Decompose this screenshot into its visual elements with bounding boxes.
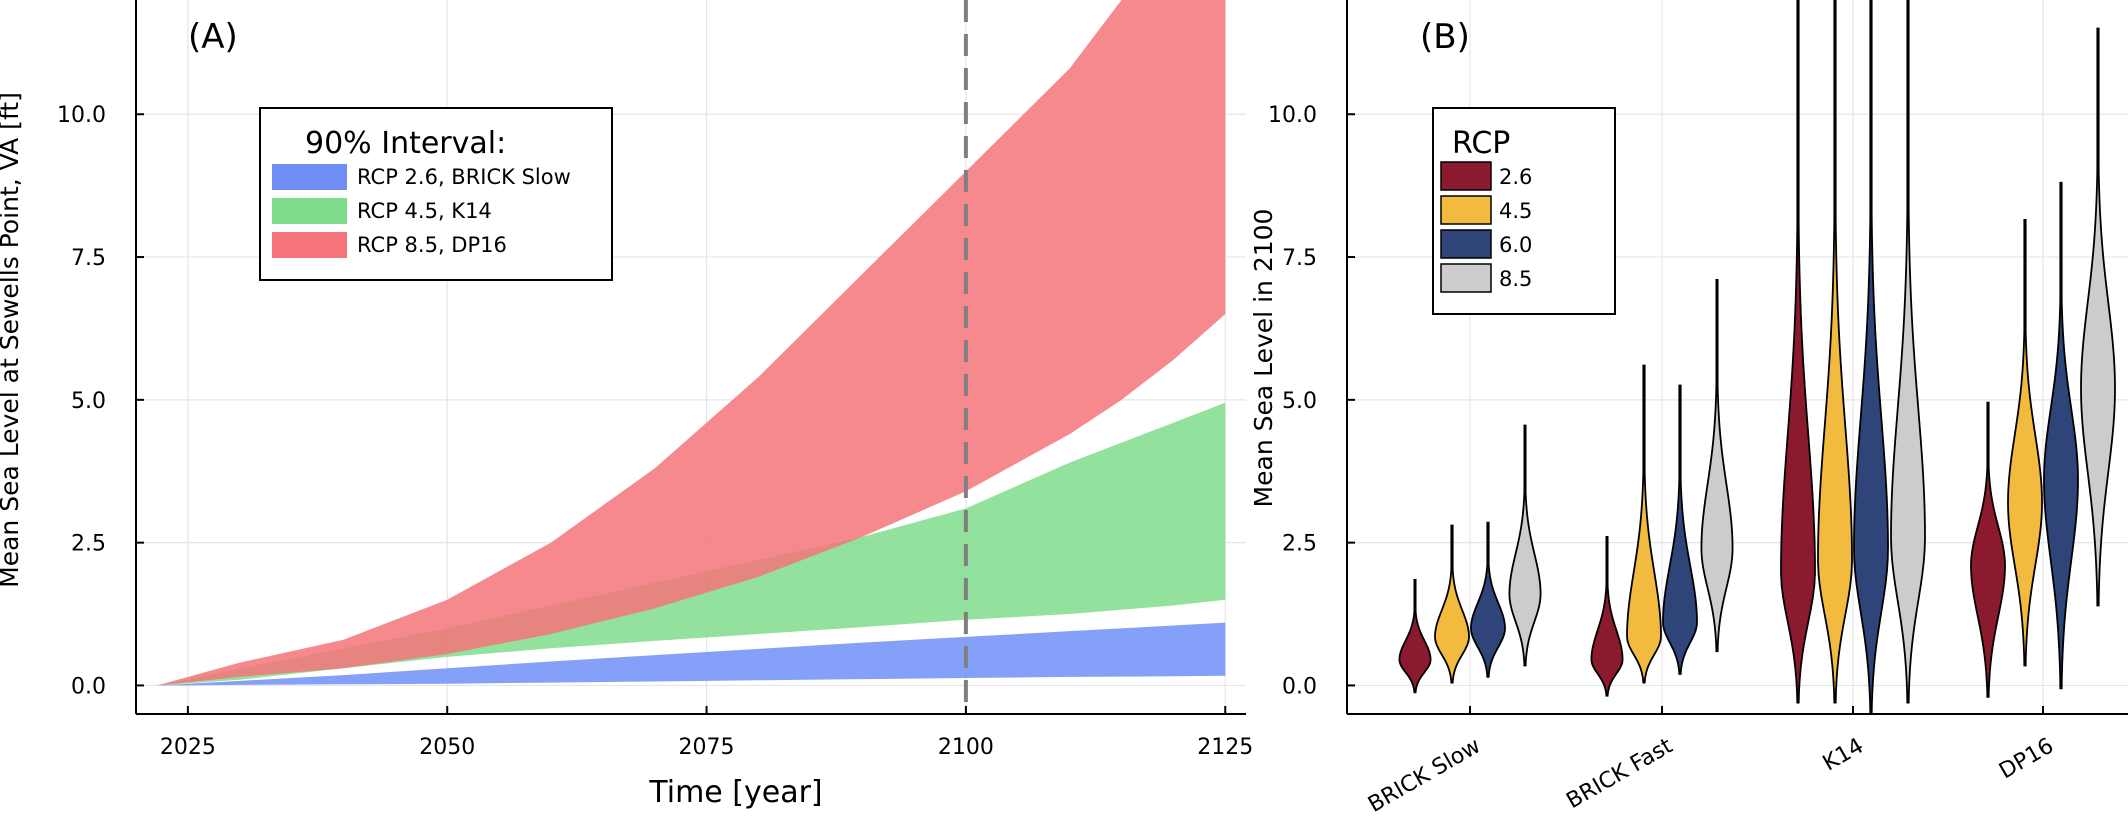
panel-b-y-tick-label: 7.5 bbox=[1282, 246, 1317, 271]
panel-b-legend-swatch bbox=[1440, 263, 1492, 293]
panel-b-legend-label: 6.0 bbox=[1499, 233, 1532, 257]
panel-b-legend-label: 8.5 bbox=[1499, 267, 1532, 291]
panel-b-y-tick-label: 5.0 bbox=[1282, 389, 1317, 414]
panel-b-x-tick-label: DP16 bbox=[1995, 734, 2058, 785]
panel-a-label: (A) bbox=[188, 17, 238, 57]
panel-a-y-tick-label: 7.5 bbox=[71, 246, 106, 271]
panel-a-x-label: Time [year] bbox=[648, 775, 822, 810]
panel-a-legend-label: RCP 8.5, DP16 bbox=[357, 233, 507, 257]
panel-a-band-1 bbox=[156, 622, 1226, 686]
panel-b-legend-swatch bbox=[1440, 229, 1492, 259]
panel-a-y-tick-label: 5.0 bbox=[71, 389, 106, 414]
panel-a-band-2 bbox=[156, 402, 1226, 686]
violin-brick-slow-rcp-8.5 bbox=[1508, 424, 1542, 667]
panel-b-legend-label: 4.5 bbox=[1499, 199, 1532, 223]
violin-brick-fast-rcp-8.5 bbox=[1700, 278, 1734, 653]
panel-a-y-tick-label: 0.0 bbox=[71, 674, 106, 699]
panel-a-y-tick-label: 10.0 bbox=[57, 103, 106, 128]
panel-a-legend-swatch bbox=[272, 198, 347, 224]
panel-b: BRICK Slow BRICK Fast K14 DP16 0.0 2.5 5.0 7.5 1… bbox=[1249, 0, 2128, 818]
panel-a-x-tick-label: 2075 bbox=[679, 735, 735, 760]
panel-b-x-tick-label: BRICK Slow bbox=[1364, 734, 1485, 818]
panel-a-ticks: 2025 2050 2075 2100 2125 0.0 2.5 5.0 7.5 10.0 bbox=[57, 103, 1253, 760]
panel-a-x-tick-label: 2050 bbox=[419, 735, 475, 760]
panel-a-x-tick-label: 2125 bbox=[1197, 735, 1253, 760]
panel-b-y-label: Mean Sea Level in 2100 bbox=[1249, 209, 1278, 508]
violin-brick-slow-rcp-2.6 bbox=[1398, 578, 1432, 694]
panel-a-bands bbox=[156, 0, 1226, 686]
panel-b-legend-label: 2.6 bbox=[1499, 165, 1532, 189]
panel-b-legend: RCP 2.6 4.5 6.0 8.5 bbox=[1432, 107, 1616, 315]
violin-brick-fast-rcp-2.6 bbox=[1590, 536, 1624, 697]
panel-b-x-tick-label: BRICK Fast bbox=[1562, 733, 1677, 814]
panel-a-legend-swatch bbox=[272, 164, 347, 190]
panel-a-x-tick-label: 2100 bbox=[938, 735, 994, 760]
violin-dp16-rcp-2.6 bbox=[1970, 401, 2006, 698]
panel-b-legend-swatch bbox=[1440, 161, 1492, 191]
panel-a-y-tick-label: 2.5 bbox=[71, 532, 106, 557]
violin-dp16-rcp-4.5 bbox=[2007, 219, 2043, 667]
panel-a-band-3 bbox=[156, 0, 1226, 686]
panel-a-legend: 90% Interval: RCP 2.6, BRICK Slow RCP 4.5… bbox=[259, 107, 613, 281]
panel-a-legend-swatch bbox=[272, 232, 347, 258]
panel-b-y-tick-label: 0.0 bbox=[1282, 674, 1317, 699]
panel-a-legend-label: RCP 2.6, BRICK Slow bbox=[357, 165, 571, 189]
panel-a-y-label: Mean Sea Level at Sewells Point, VA [ft] bbox=[0, 92, 24, 588]
panel-b-ticks: BRICK Slow BRICK Fast K14 DP16 0.0 2.5 5.0 7.5 1… bbox=[1268, 103, 2058, 818]
violin-k14-rcp-4.5 bbox=[1817, 0, 1853, 704]
panel-a-legend-title: 90% Interval: bbox=[305, 126, 506, 161]
violin-dp16-rcp-6.0 bbox=[2043, 181, 2079, 690]
panel-b-label: (B) bbox=[1420, 17, 1470, 57]
panel-a: 2025 2050 2075 2100 2125 0.0 2.5 5.0 7.5 10.0 (A)… bbox=[0, 0, 1253, 810]
violin-k14-rcp-8.5 bbox=[1890, 0, 1926, 704]
violin-brick-fast-rcp-4.5 bbox=[1626, 364, 1662, 684]
panel-b-legend-swatch bbox=[1440, 195, 1492, 225]
violin-brick-slow-rcp-4.5 bbox=[1434, 524, 1470, 684]
violin-brick-fast-rcp-6.0 bbox=[1662, 384, 1698, 675]
panel-a-legend-label: RCP 4.5, K14 bbox=[357, 199, 492, 223]
violin-dp16-rcp-8.5 bbox=[2080, 27, 2116, 607]
panel-b-y-tick-label: 10.0 bbox=[1268, 103, 1317, 128]
panel-a-x-tick-label: 2025 bbox=[160, 735, 216, 760]
panel-b-y-tick-label: 2.5 bbox=[1282, 532, 1317, 557]
panel-b-x-tick-label: K14 bbox=[1819, 734, 1868, 777]
violin-k14-rcp-2.6 bbox=[1780, 0, 1816, 704]
violin-brick-slow-rcp-6.0 bbox=[1470, 521, 1506, 678]
panel-b-violins bbox=[1398, 0, 2116, 715]
panel-b-legend-title: RCP bbox=[1452, 126, 1510, 161]
violin-k14-rcp-6.0 bbox=[1853, 0, 1889, 715]
